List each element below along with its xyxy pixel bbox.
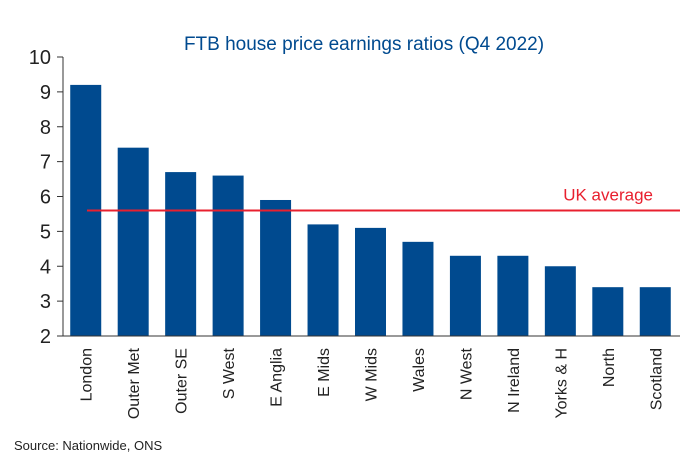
source-note: Source: Nationwide, ONS	[14, 438, 162, 453]
bar-s-west	[212, 175, 244, 336]
y-tick-label: 9	[40, 82, 51, 104]
x-tick-label: S West	[221, 347, 238, 399]
bar-north	[592, 287, 624, 336]
y-tick-label: 4	[40, 256, 51, 278]
bar-n-ireland	[497, 255, 529, 336]
uk-average-label: UK average	[563, 185, 653, 204]
x-tick-label: North	[601, 348, 618, 387]
y-tick-label: 10	[29, 47, 51, 69]
bar-e-mids	[307, 224, 339, 336]
bar-n-west	[449, 255, 481, 336]
x-tick-label: E Mids	[316, 348, 333, 397]
x-tick-label: N Ireland	[506, 348, 523, 413]
x-tick-label: E Anglia	[269, 348, 286, 407]
bar-scotland	[639, 287, 671, 336]
chart-title: FTB house price earnings ratios (Q4 2022…	[184, 34, 544, 55]
bar-yorks-h	[544, 266, 576, 336]
x-tick-label: Wales	[411, 348, 428, 392]
bar-outer-met	[117, 147, 149, 336]
y-tick-label: 3	[40, 291, 51, 313]
bar-e-anglia	[260, 199, 292, 336]
y-tick-label: 6	[40, 187, 51, 209]
bar-outer-se	[165, 172, 197, 336]
x-tick-label: Outer SE	[174, 348, 191, 414]
bar-wales	[402, 241, 434, 336]
y-tick-label: 5	[40, 221, 51, 243]
x-tick-label: W Mids	[364, 348, 381, 401]
y-tick-label: 8	[40, 117, 51, 139]
x-tick-label: Outer Met	[126, 347, 143, 419]
y-tick-label: 2	[40, 326, 51, 348]
bar-w-mids	[355, 227, 386, 336]
x-tick-label: N West	[458, 347, 475, 400]
y-tick-label: 7	[40, 152, 51, 174]
x-tick-label: Yorks & H	[553, 348, 570, 419]
x-tick-label: London	[79, 348, 96, 401]
x-tick-label: Scotland	[648, 348, 665, 410]
